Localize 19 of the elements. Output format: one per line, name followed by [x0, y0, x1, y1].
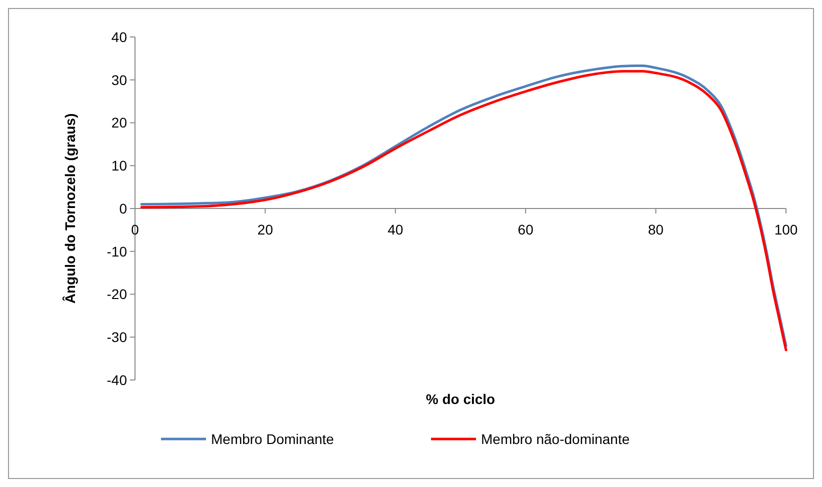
y-tick-label: 10	[111, 158, 128, 174]
y-tick-label: 40	[111, 28, 128, 45]
x-tick-label: 20	[257, 222, 274, 238]
y-tick-label: -30	[106, 329, 128, 346]
x-axis-title: % do ciclo	[426, 391, 496, 407]
legend-label: Membro não-dominante	[481, 430, 630, 447]
y-tick-label: -40	[106, 372, 128, 388]
x-tick-label: 40	[388, 222, 404, 238]
x-tick-label: 0	[131, 222, 140, 238]
y-tick-label: 20	[111, 114, 128, 131]
x-tick-label: 80	[648, 222, 664, 238]
y-tick-label: -10	[106, 243, 128, 260]
legend-label: Membro Dominante	[211, 430, 334, 447]
y-tick-label: 30	[111, 72, 128, 88]
y-tick-label: 0	[119, 200, 128, 216]
x-tick-label: 100	[774, 222, 798, 238]
y-tick-label: -20	[106, 286, 128, 302]
y-axis-title: Ângulo do Tornozelo (graus)	[62, 113, 78, 304]
x-tick-label: 60	[518, 222, 534, 238]
